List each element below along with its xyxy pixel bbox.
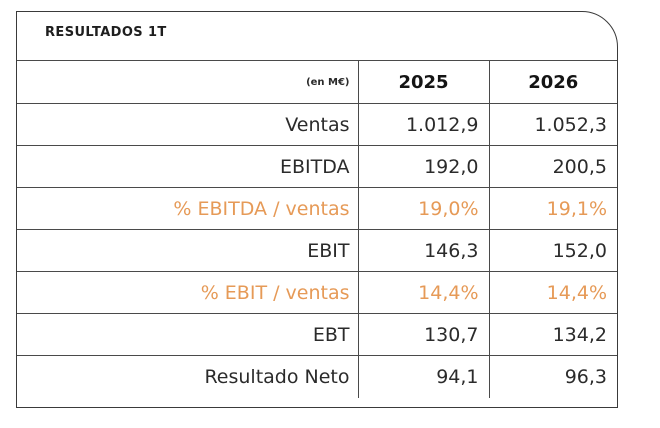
unit-label: (en M€)	[17, 60, 358, 104]
value-2025: 94,1	[357, 355, 489, 398]
table-row-ventas: Ventas 1.012,9 1.052,3	[17, 103, 617, 146]
results-card: RESULTADOS 1T (en M€) 2025 2026 Ventas 1…	[16, 11, 618, 408]
value-2026: 134,2	[488, 313, 617, 356]
row-label: EBIT	[17, 229, 358, 272]
value-2026: 1.052,3	[488, 103, 617, 146]
value-2026: 14,4%	[488, 271, 617, 314]
row-label: Resultado Neto	[17, 355, 358, 398]
table-row-ebitda: EBITDA 192,0 200,5	[17, 145, 617, 188]
table-row-ebit: EBIT 146,3 152,0	[17, 229, 617, 272]
year-header-2025: 2025	[357, 60, 489, 104]
table-row-net-result: Resultado Neto 94,1 96,3	[17, 355, 617, 398]
year-header-2026: 2026	[488, 60, 617, 104]
row-label: EBT	[17, 313, 358, 356]
row-label: % EBITDA / ventas	[17, 187, 358, 230]
card-title: RESULTADOS 1T	[45, 25, 167, 40]
value-2025: 1.012,9	[357, 103, 489, 146]
value-2025: 130,7	[357, 313, 489, 356]
value-2025: 192,0	[357, 145, 489, 188]
table-row-ebit-margin: % EBIT / ventas 14,4% 14,4%	[17, 271, 617, 314]
table-row-ebt: EBT 130,7 134,2	[17, 313, 617, 356]
row-label: Ventas	[17, 103, 358, 146]
value-2026: 152,0	[488, 229, 617, 272]
table-header-row: (en M€) 2025 2026	[17, 60, 617, 104]
value-2025: 19,0%	[357, 187, 489, 230]
value-2026: 19,1%	[488, 187, 617, 230]
results-table: (en M€) 2025 2026 Ventas 1.012,9 1.052,3…	[17, 60, 617, 398]
row-label: % EBIT / ventas	[17, 271, 358, 314]
value-2026: 200,5	[488, 145, 617, 188]
row-label: EBITDA	[17, 145, 358, 188]
value-2025: 14,4%	[357, 271, 489, 314]
table-row-ebitda-margin: % EBITDA / ventas 19,0% 19,1%	[17, 187, 617, 230]
value-2025: 146,3	[357, 229, 489, 272]
value-2026: 96,3	[488, 355, 617, 398]
